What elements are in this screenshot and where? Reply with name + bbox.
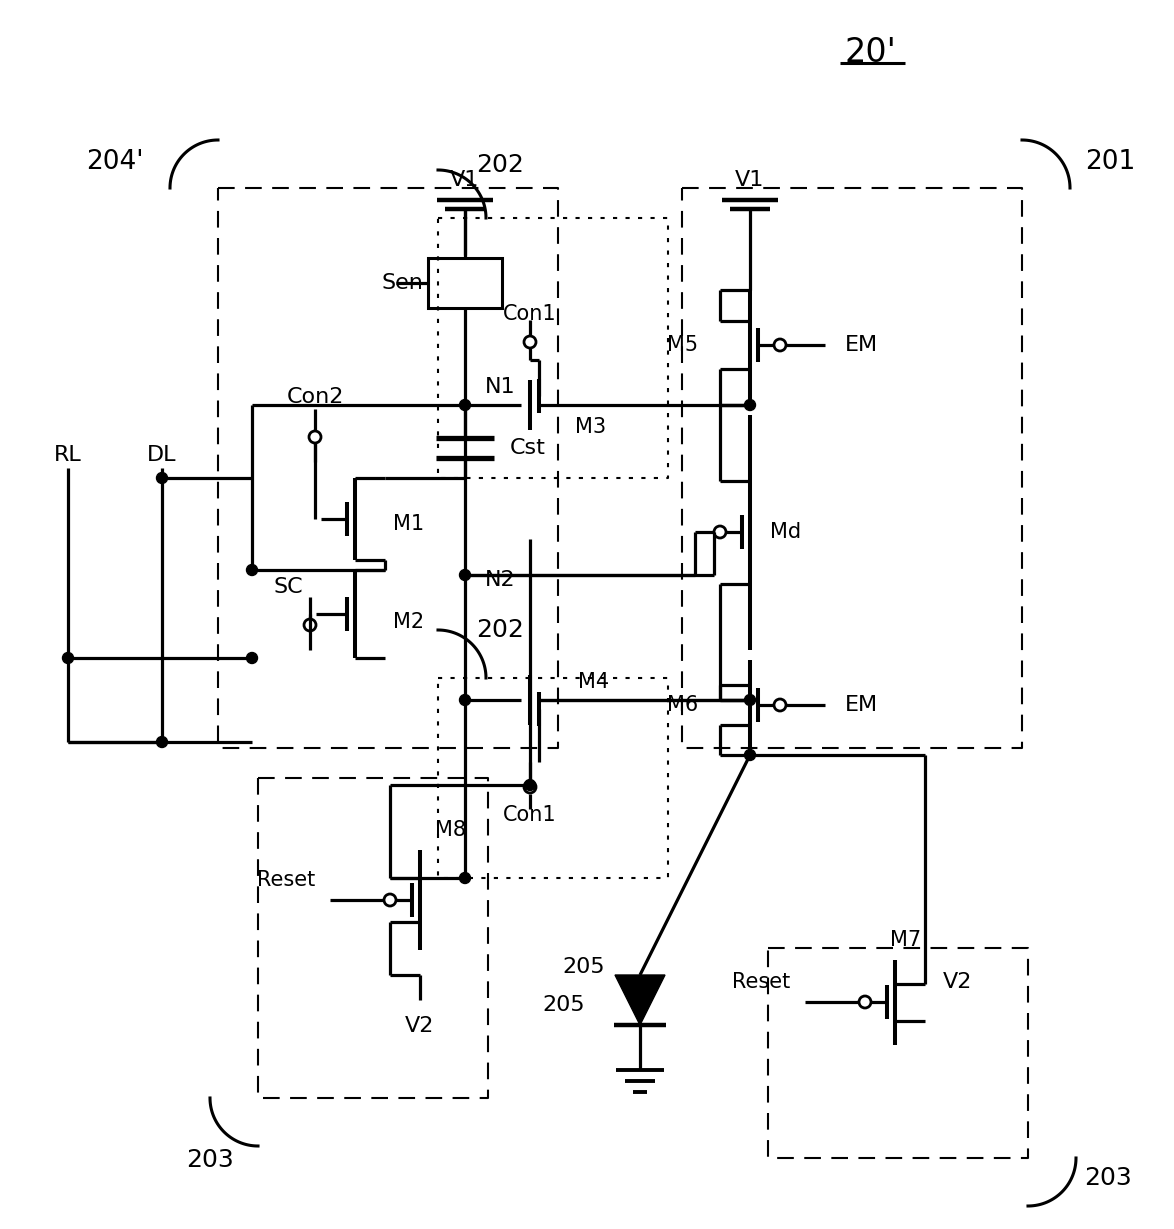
- Circle shape: [247, 564, 257, 575]
- Text: 202: 202: [477, 152, 524, 177]
- Text: V2: V2: [943, 972, 972, 992]
- Text: N1: N1: [485, 377, 515, 397]
- Text: M3: M3: [575, 417, 606, 438]
- Circle shape: [459, 873, 471, 884]
- Text: M6: M6: [667, 696, 699, 715]
- Circle shape: [744, 399, 756, 410]
- Text: 205: 205: [542, 995, 585, 1015]
- Text: Sen: Sen: [382, 273, 423, 293]
- Text: Con1: Con1: [504, 805, 556, 825]
- Text: Cst: Cst: [510, 438, 546, 458]
- Text: V2: V2: [405, 1016, 434, 1036]
- Text: 201: 201: [1085, 149, 1135, 175]
- Text: V1: V1: [451, 170, 480, 190]
- Circle shape: [744, 694, 756, 705]
- Circle shape: [156, 736, 168, 747]
- Polygon shape: [615, 975, 664, 1025]
- Text: 202: 202: [477, 618, 524, 642]
- Text: 204': 204': [86, 149, 143, 175]
- Circle shape: [247, 653, 257, 664]
- Text: 20': 20': [844, 36, 896, 69]
- Text: EM: EM: [845, 336, 878, 355]
- Text: M8: M8: [436, 820, 466, 839]
- Circle shape: [62, 653, 74, 664]
- Text: M4: M4: [578, 672, 609, 692]
- Text: RL: RL: [54, 445, 82, 465]
- Text: Md: Md: [770, 522, 801, 542]
- Text: Reset: Reset: [257, 870, 315, 890]
- Circle shape: [459, 399, 471, 410]
- Circle shape: [459, 694, 471, 705]
- Text: EM: EM: [845, 696, 878, 715]
- Text: M5: M5: [667, 336, 699, 355]
- Text: 205: 205: [562, 957, 605, 977]
- Text: M7: M7: [890, 930, 922, 950]
- Text: N2: N2: [485, 570, 515, 590]
- Circle shape: [156, 472, 168, 483]
- Text: M2: M2: [393, 612, 424, 632]
- Text: V1: V1: [735, 170, 764, 190]
- Text: DL: DL: [147, 445, 177, 465]
- Text: SC: SC: [274, 576, 303, 597]
- Circle shape: [525, 779, 535, 790]
- Text: M1: M1: [393, 514, 424, 533]
- Bar: [429, 258, 502, 308]
- Text: Reset: Reset: [731, 972, 790, 992]
- Text: 203: 203: [1084, 1166, 1132, 1190]
- Text: Con2: Con2: [286, 387, 344, 407]
- Circle shape: [744, 750, 756, 761]
- Circle shape: [459, 569, 471, 580]
- Text: Con1: Con1: [504, 304, 556, 324]
- Text: 203: 203: [187, 1148, 234, 1172]
